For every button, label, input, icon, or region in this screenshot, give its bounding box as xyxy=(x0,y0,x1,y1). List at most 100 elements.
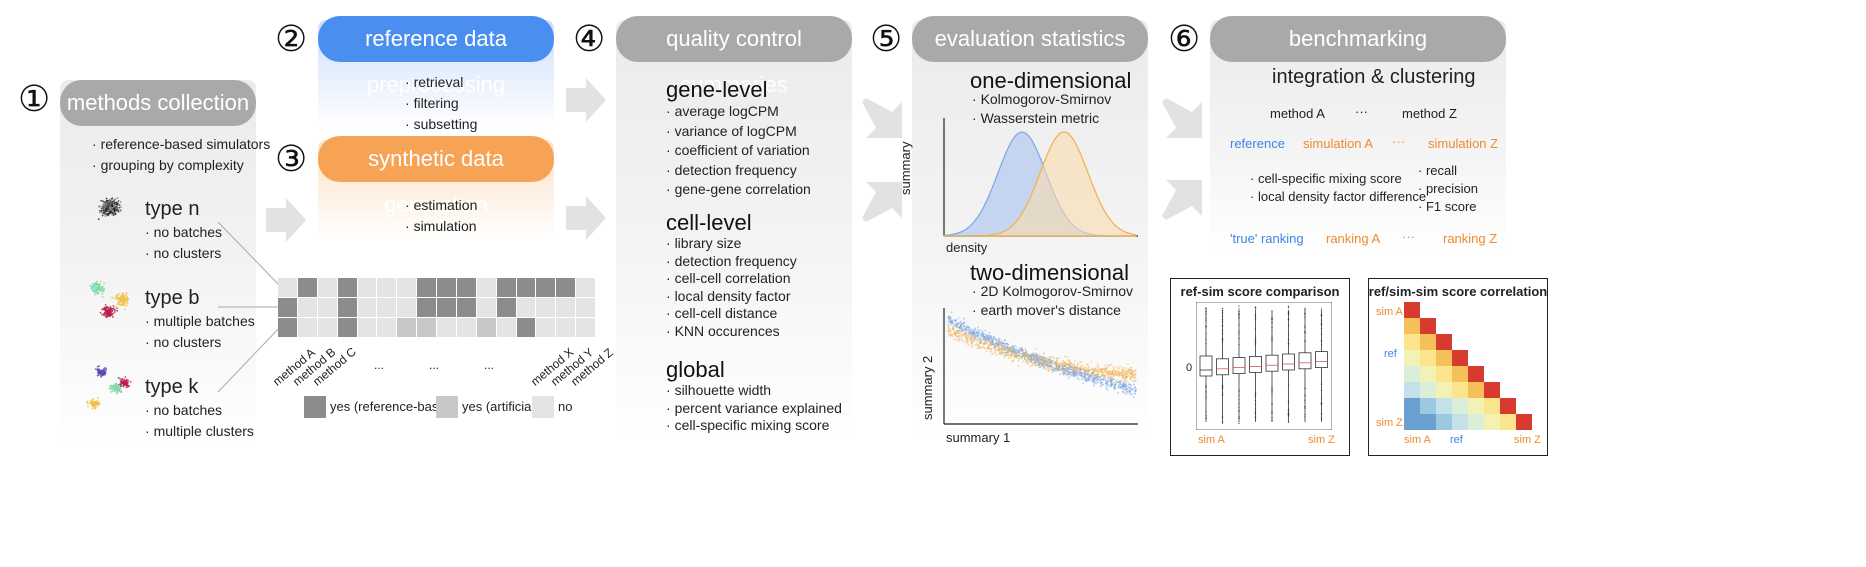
evaluation-header: evaluation statistics xyxy=(912,16,1148,62)
type-n-list: no batches no clusters xyxy=(145,222,223,264)
step-2-number: ② xyxy=(275,19,308,60)
grid-cell xyxy=(456,318,476,337)
grid-cell xyxy=(476,318,496,337)
grid-cell xyxy=(317,278,337,297)
density-y-label: summary xyxy=(898,141,913,195)
legend-label-artificial: yes (artificial) xyxy=(462,399,539,414)
method-label: ... xyxy=(374,358,385,372)
grid-cell xyxy=(357,278,377,297)
boxplot-zero-label: 0 xyxy=(1186,362,1193,374)
arrow-icon xyxy=(1162,180,1202,220)
one-dimensional-title: one-dimensional xyxy=(970,68,1132,93)
grid-cell xyxy=(576,318,595,337)
type-b-label: type b xyxy=(145,287,200,309)
legend-label-reference: yes (reference-based) xyxy=(330,399,458,414)
corr-y-bot: sim Z xyxy=(1376,417,1403,429)
grid-cell xyxy=(377,298,397,317)
bench-reference: reference xyxy=(1230,136,1285,151)
arrow-icon xyxy=(566,78,606,122)
one-dimensional-list: Kolmogorov-Smirnov Wasserstein metric xyxy=(972,90,1112,128)
synthetic-header: synthetic data generation xyxy=(318,136,554,217)
grid-cell xyxy=(516,318,536,337)
qc-global-list: silhouette width percent variance explai… xyxy=(666,382,842,435)
two-dimensional-list: 2D Kolmogorov-Smirnov earth mover's dist… xyxy=(972,282,1134,320)
step-5-number: ⑤ xyxy=(870,19,903,60)
grid-cell xyxy=(317,298,337,317)
bench-ranking-a: ranking A xyxy=(1326,231,1381,246)
grid-cell xyxy=(536,278,556,297)
scatter-plot xyxy=(943,308,1138,425)
grid-cell xyxy=(417,278,436,297)
arrow-icon xyxy=(566,196,606,240)
two-dimensional-title: two-dimensional xyxy=(970,260,1129,285)
type-k-list: no batches multiple clusters xyxy=(145,400,254,442)
type-b-cluster-icon xyxy=(89,280,130,319)
grid-cell xyxy=(397,298,417,317)
grid-cell xyxy=(297,278,317,297)
benchmarking-header: benchmarking xyxy=(1210,16,1506,62)
grid-cell xyxy=(397,278,417,297)
density-x-label: density xyxy=(946,240,988,255)
corr-x-right: sim Z xyxy=(1514,434,1541,446)
grid-cell xyxy=(337,318,357,337)
grid-cell xyxy=(576,278,595,297)
qc-cell-list: library size detection frequency cell-ce… xyxy=(666,235,797,341)
grid-cell xyxy=(437,278,456,297)
methods-collection-header: methods collection xyxy=(60,80,256,126)
bench-dots-methods: ··· xyxy=(1355,104,1368,119)
step-1-number: ① xyxy=(18,79,51,120)
bench-metrics-left: cell-specific mixing score local density… xyxy=(1250,170,1426,206)
bench-method-z: method Z xyxy=(1402,106,1457,121)
qc-header: quality control summaries xyxy=(616,16,852,97)
arrow-icon xyxy=(862,98,902,138)
grid-cell xyxy=(297,318,317,337)
grid-cell xyxy=(377,278,397,297)
benchmark-title: integration & clustering xyxy=(1272,66,1476,88)
legend-swatch-reference xyxy=(304,396,326,418)
grid-cell xyxy=(536,318,556,337)
grid-cell xyxy=(417,298,436,317)
boxplot-chart xyxy=(1196,302,1332,430)
bench-method-a: method A xyxy=(1270,106,1325,121)
type-b-list: multiple batches no clusters xyxy=(145,311,255,353)
preprocessing-header: reference data preprocessing xyxy=(318,16,554,97)
qc-gene-title: gene-level xyxy=(666,77,768,102)
grid-cell xyxy=(496,278,516,297)
grid-cell xyxy=(397,318,417,337)
scatter-y-label: summary 2 xyxy=(920,355,935,420)
qc-panel xyxy=(616,20,852,445)
legend-swatch-artificial xyxy=(436,396,458,418)
grid-cell xyxy=(496,298,516,317)
grid-cell xyxy=(437,298,456,317)
grid-cell xyxy=(536,298,556,317)
bench-sim-a: simulation A xyxy=(1303,136,1374,151)
density-plot xyxy=(943,118,1138,237)
legend-swatch-no xyxy=(532,396,554,418)
boxplot-x-left: sim A xyxy=(1198,434,1225,446)
qc-cell-title: cell-level xyxy=(666,210,752,235)
qc-global-title: global xyxy=(666,357,725,382)
methods-collection-list: reference-based simulators grouping by c… xyxy=(92,134,271,176)
method-label: ... xyxy=(484,358,495,372)
grid-cell xyxy=(456,278,476,297)
bench-true-ranking: 'true' ranking xyxy=(1230,231,1304,246)
type-connector-lines xyxy=(217,221,283,393)
arrow-icon xyxy=(862,182,902,222)
grid-cell xyxy=(576,298,595,317)
grid-cell xyxy=(278,318,297,337)
step-3-number: ③ xyxy=(275,139,308,180)
corr-y-mid: ref xyxy=(1384,348,1397,360)
type-n-cluster-icon xyxy=(97,197,123,221)
grid-cell xyxy=(278,278,297,297)
grid-cell xyxy=(556,318,576,337)
grid-cell xyxy=(516,278,536,297)
methods-grid xyxy=(278,278,596,338)
bench-metrics-right: recall precision F1 score xyxy=(1418,162,1478,216)
scatter-x-label: summary 1 xyxy=(946,430,1011,445)
bench-dots-sims: ··· xyxy=(1392,134,1405,149)
arrow-icon xyxy=(1162,98,1202,138)
grid-cell xyxy=(496,318,516,337)
grid-cell xyxy=(278,298,297,317)
grid-cell xyxy=(357,298,377,317)
